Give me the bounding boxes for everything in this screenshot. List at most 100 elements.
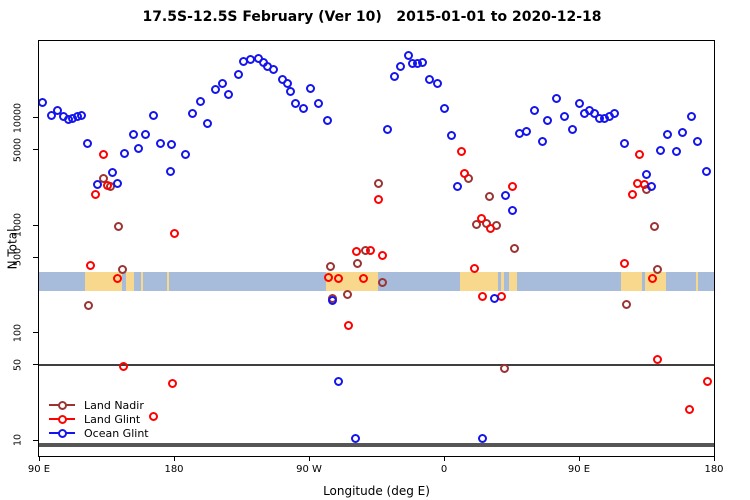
data-point-ocean-glint [327, 295, 337, 305]
data-point-ocean-glint [83, 138, 93, 148]
data-point-land-glint [343, 321, 353, 331]
data-point-ocean-glint [113, 178, 123, 188]
x-tick-mark [578, 456, 580, 461]
reference-line [39, 364, 714, 366]
data-point-land-glint [86, 260, 96, 270]
data-point-ocean-glint [390, 71, 400, 81]
data-point-land-nadir [84, 300, 94, 310]
data-point-ocean-glint [268, 64, 278, 74]
x-tick-mark [173, 456, 175, 461]
map-strip-land-patch [508, 272, 517, 292]
legend-circle-icon [57, 400, 67, 410]
map-strip-land-patch [166, 272, 169, 292]
data-point-land-nadir [373, 178, 383, 188]
x-tick-label: 90 E [27, 464, 51, 475]
legend-label: Ocean Glint [84, 426, 149, 440]
data-point-ocean-glint [501, 190, 511, 200]
data-point-ocean-glint [134, 144, 144, 154]
data-point-ocean-glint [662, 129, 672, 139]
data-point-ocean-glint [574, 98, 584, 108]
data-point-land-glint [470, 263, 480, 273]
data-point-land-glint [323, 272, 333, 282]
data-point-ocean-glint [77, 110, 87, 120]
data-point-ocean-glint [167, 139, 177, 149]
data-point-land-glint [486, 224, 496, 234]
data-point-ocean-glint [196, 96, 206, 106]
data-point-ocean-glint [447, 131, 457, 141]
data-point-ocean-glint [350, 433, 360, 443]
data-point-land-nadir [621, 299, 631, 309]
data-point-ocean-glint [202, 118, 212, 128]
data-point-land-nadir [485, 191, 495, 201]
legend-circle-icon [57, 414, 67, 424]
data-point-ocean-glint [395, 61, 405, 71]
map-strip-land-patch [459, 272, 498, 292]
data-point-ocean-glint [305, 83, 315, 93]
data-point-land-nadir [114, 221, 124, 231]
data-point-ocean-glint [646, 182, 656, 192]
data-point-ocean-glint [686, 111, 696, 121]
x-tick-mark [443, 456, 445, 461]
data-point-land-nadir [510, 244, 520, 254]
data-point-land-glint [478, 292, 488, 302]
data-point-ocean-glint [530, 106, 540, 116]
data-point-land-nadir [649, 221, 659, 231]
map-strip-land-patch [696, 272, 699, 292]
legend-label: Land Glint [84, 412, 141, 426]
reference-line [39, 442, 714, 447]
data-point-land-glint [113, 273, 123, 283]
y-tick-mark [33, 256, 39, 258]
data-point-land-nadir [342, 289, 352, 299]
data-point-land-glint [333, 273, 343, 283]
x-tick-label: 90 E [567, 464, 591, 475]
y-tick-mark [33, 224, 39, 226]
data-point-ocean-glint [39, 97, 47, 107]
data-point-ocean-glint [538, 136, 548, 146]
data-point-ocean-glint [440, 103, 450, 113]
legend-item: Ocean Glint [49, 426, 149, 440]
y-tick-mark [33, 117, 39, 118]
data-point-ocean-glint [233, 69, 243, 79]
data-point-ocean-glint [120, 148, 130, 158]
data-point-land-glint [508, 182, 518, 192]
data-point-land-glint [99, 149, 109, 159]
data-point-ocean-glint [508, 206, 518, 216]
data-point-land-glint [457, 146, 467, 156]
legend-item: Land Nadir [49, 398, 149, 412]
x-axis-label: Longitude (deg E) [323, 484, 430, 498]
data-point-ocean-glint [156, 138, 166, 148]
data-point-ocean-glint [223, 89, 233, 99]
data-point-ocean-glint [609, 108, 619, 118]
legend: Land Nadir Land Glint Ocean Glint [49, 398, 149, 440]
data-point-ocean-glint [655, 145, 665, 155]
y-tick-mark [33, 364, 39, 366]
data-point-land-nadir [500, 364, 510, 374]
data-point-land-nadir [325, 261, 335, 271]
data-point-ocean-glint [559, 111, 569, 121]
data-point-ocean-glint [53, 106, 63, 116]
data-point-land-glint [149, 411, 159, 421]
y-tick-mark [33, 439, 39, 441]
data-point-land-nadir [378, 277, 388, 287]
data-point-land-glint [91, 189, 101, 199]
data-point-ocean-glint [217, 79, 227, 89]
data-point-ocean-glint [108, 167, 118, 177]
data-point-land-nadir [472, 219, 482, 229]
data-point-ocean-glint [433, 78, 443, 88]
data-point-ocean-glint [149, 110, 159, 120]
data-point-land-glint [103, 180, 113, 190]
data-point-ocean-glint [188, 108, 198, 118]
data-point-land-glint [119, 362, 129, 372]
data-point-ocean-glint [181, 149, 191, 159]
data-point-land-nadir [652, 264, 662, 274]
x-tick-mark [308, 456, 310, 461]
data-point-land-glint [168, 379, 178, 389]
data-point-land-glint [373, 195, 383, 205]
data-point-land-glint [365, 246, 375, 256]
data-point-ocean-glint [677, 127, 687, 137]
points-layer [39, 41, 714, 456]
y-axis-label: N Total [5, 228, 20, 269]
data-point-land-nadir [118, 264, 128, 274]
data-point-land-glint [619, 258, 629, 268]
